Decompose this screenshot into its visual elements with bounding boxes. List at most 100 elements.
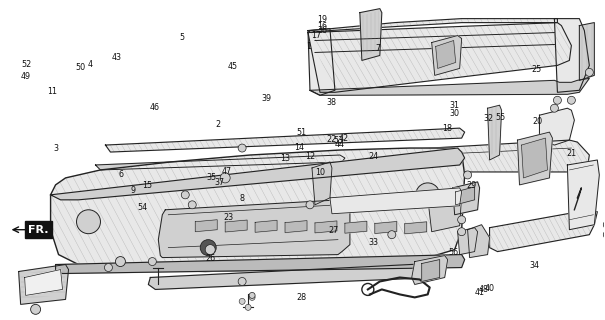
Polygon shape bbox=[148, 264, 437, 289]
Text: 41: 41 bbox=[474, 288, 485, 297]
Text: 3: 3 bbox=[54, 144, 59, 153]
Circle shape bbox=[205, 244, 215, 255]
Polygon shape bbox=[554, 19, 589, 92]
Polygon shape bbox=[432, 36, 462, 76]
Circle shape bbox=[148, 258, 156, 266]
Text: 8: 8 bbox=[240, 194, 244, 203]
Circle shape bbox=[239, 298, 245, 304]
Text: 30: 30 bbox=[450, 109, 460, 118]
Circle shape bbox=[603, 221, 605, 229]
Polygon shape bbox=[308, 23, 571, 92]
Polygon shape bbox=[540, 108, 574, 145]
Text: 7: 7 bbox=[375, 44, 381, 53]
Text: 36: 36 bbox=[318, 27, 327, 36]
Polygon shape bbox=[580, 23, 594, 80]
Text: 49: 49 bbox=[21, 72, 31, 81]
Polygon shape bbox=[315, 221, 337, 233]
Polygon shape bbox=[19, 265, 68, 304]
Circle shape bbox=[200, 240, 216, 256]
Text: 24: 24 bbox=[368, 152, 379, 161]
Polygon shape bbox=[428, 190, 462, 232]
Text: 26: 26 bbox=[206, 254, 216, 263]
Text: 29: 29 bbox=[466, 181, 477, 190]
Circle shape bbox=[182, 191, 189, 199]
Polygon shape bbox=[412, 256, 448, 284]
Text: 18: 18 bbox=[442, 124, 453, 132]
Circle shape bbox=[457, 228, 466, 236]
Text: 34: 34 bbox=[530, 261, 540, 270]
Text: 2: 2 bbox=[215, 120, 221, 130]
Polygon shape bbox=[375, 221, 397, 234]
Polygon shape bbox=[517, 132, 552, 185]
Circle shape bbox=[567, 96, 575, 104]
Text: 43: 43 bbox=[111, 53, 122, 62]
Text: 5: 5 bbox=[179, 33, 185, 42]
Polygon shape bbox=[308, 19, 557, 33]
Circle shape bbox=[249, 294, 255, 300]
Circle shape bbox=[238, 277, 246, 285]
Polygon shape bbox=[25, 269, 62, 295]
Text: 40: 40 bbox=[485, 284, 495, 292]
Circle shape bbox=[416, 183, 440, 207]
Text: 53: 53 bbox=[333, 136, 344, 145]
Circle shape bbox=[388, 231, 396, 239]
Polygon shape bbox=[567, 160, 600, 230]
Circle shape bbox=[249, 292, 255, 298]
Text: 44: 44 bbox=[335, 140, 345, 149]
Text: 56: 56 bbox=[448, 248, 459, 257]
Text: 16: 16 bbox=[318, 22, 327, 31]
Text: 27: 27 bbox=[329, 226, 339, 235]
Text: 46: 46 bbox=[149, 103, 160, 112]
Text: 17: 17 bbox=[311, 31, 321, 40]
Text: 20: 20 bbox=[533, 117, 543, 126]
Polygon shape bbox=[285, 220, 307, 233]
Circle shape bbox=[245, 304, 251, 310]
Polygon shape bbox=[308, 28, 335, 95]
Text: 9: 9 bbox=[131, 186, 136, 195]
Polygon shape bbox=[453, 182, 480, 215]
Text: 47: 47 bbox=[222, 167, 232, 176]
Text: 37: 37 bbox=[214, 179, 224, 188]
Text: 42: 42 bbox=[338, 134, 348, 143]
Circle shape bbox=[586, 68, 594, 76]
Text: 55: 55 bbox=[495, 114, 506, 123]
Polygon shape bbox=[436, 41, 456, 68]
Polygon shape bbox=[51, 148, 465, 271]
Polygon shape bbox=[360, 9, 382, 60]
Text: 11: 11 bbox=[47, 87, 57, 96]
Polygon shape bbox=[56, 255, 465, 274]
Polygon shape bbox=[159, 200, 350, 258]
Text: 23: 23 bbox=[224, 213, 234, 222]
Text: 12: 12 bbox=[305, 152, 315, 161]
Text: 50: 50 bbox=[75, 63, 85, 72]
Polygon shape bbox=[468, 225, 489, 258]
Text: 21: 21 bbox=[566, 149, 576, 158]
Polygon shape bbox=[225, 220, 247, 232]
Circle shape bbox=[220, 173, 230, 183]
Polygon shape bbox=[345, 221, 367, 233]
Circle shape bbox=[554, 96, 561, 104]
Text: 51: 51 bbox=[296, 128, 306, 137]
Text: 4: 4 bbox=[88, 60, 93, 69]
Polygon shape bbox=[255, 220, 277, 232]
Text: 22: 22 bbox=[326, 135, 336, 144]
Text: 39: 39 bbox=[261, 94, 272, 103]
Text: 32: 32 bbox=[483, 114, 494, 123]
Circle shape bbox=[457, 216, 466, 224]
Text: 19: 19 bbox=[318, 15, 327, 24]
Text: 54: 54 bbox=[137, 203, 148, 212]
Text: 28: 28 bbox=[296, 292, 306, 301]
Text: 33: 33 bbox=[368, 238, 379, 247]
Circle shape bbox=[31, 304, 41, 314]
Polygon shape bbox=[457, 228, 477, 255]
Text: 25: 25 bbox=[532, 65, 542, 74]
Polygon shape bbox=[312, 162, 332, 205]
Circle shape bbox=[603, 231, 605, 239]
Text: 1: 1 bbox=[306, 42, 311, 52]
Polygon shape bbox=[488, 105, 502, 160]
Text: 6: 6 bbox=[119, 170, 124, 179]
Circle shape bbox=[76, 210, 100, 234]
Polygon shape bbox=[195, 220, 217, 232]
Polygon shape bbox=[51, 148, 465, 200]
Circle shape bbox=[238, 144, 246, 152]
